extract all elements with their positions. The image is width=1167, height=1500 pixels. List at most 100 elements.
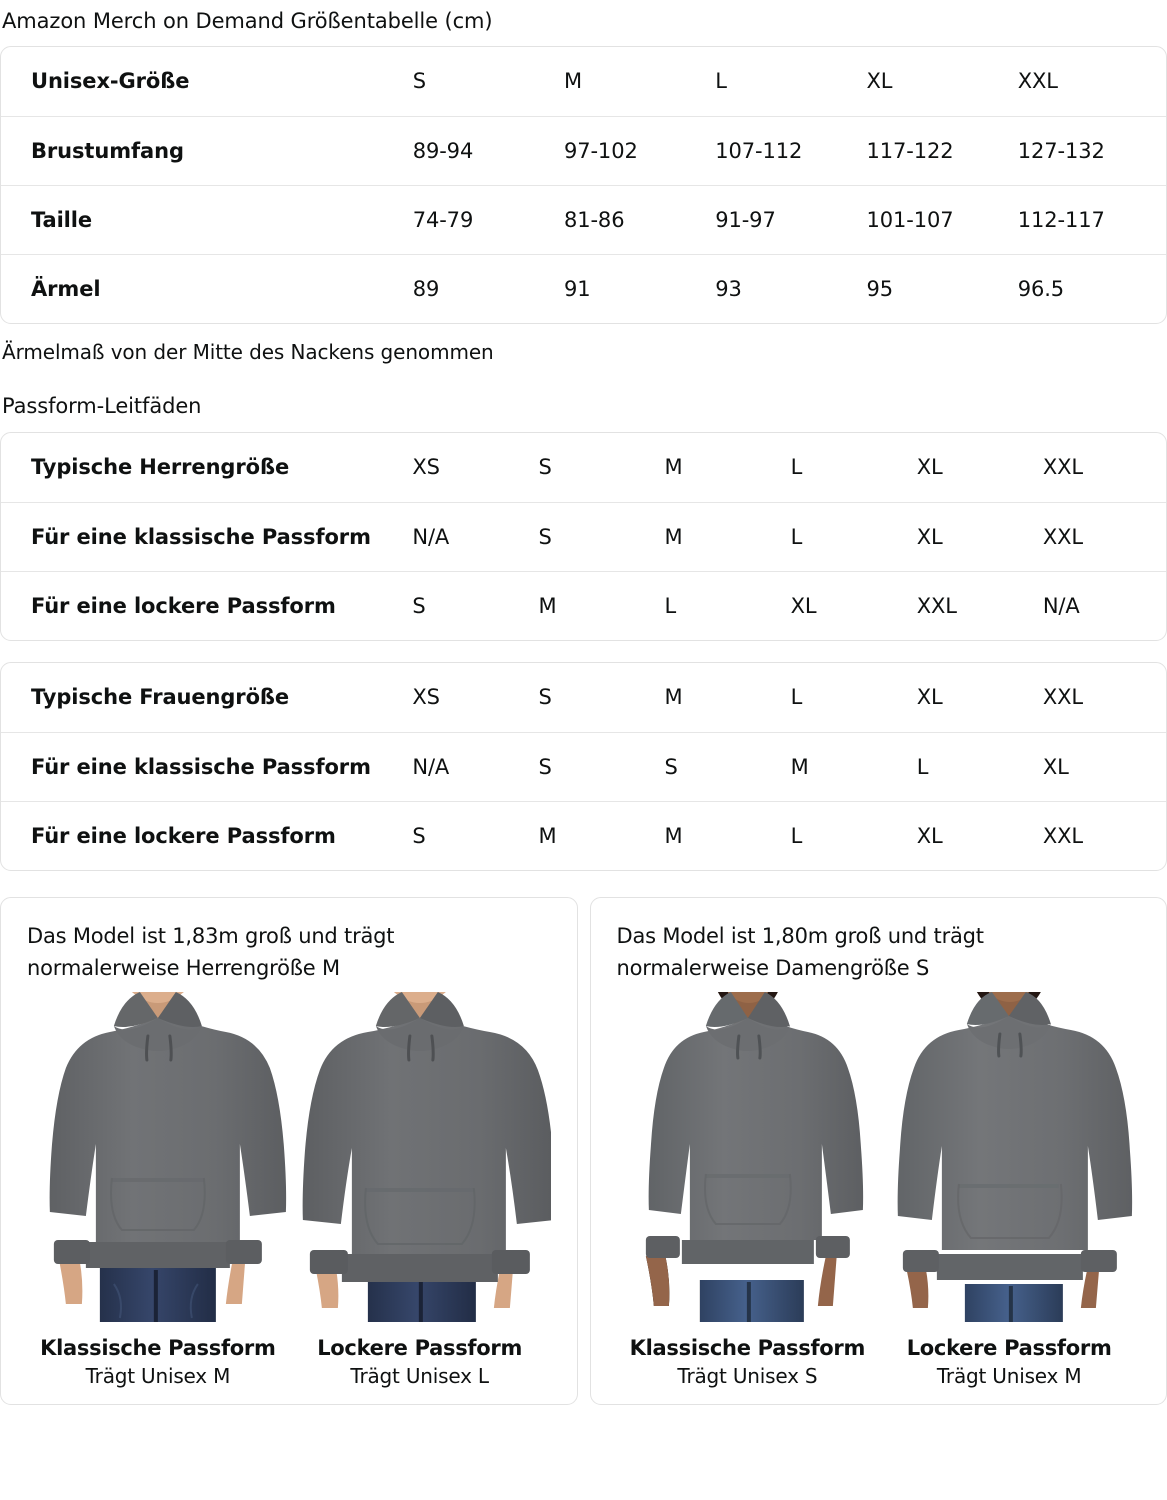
cell: S: [538, 685, 552, 710]
row-label: Für eine lockere Passform: [1, 570, 410, 640]
fit-guides-heading: Passform-Leitfäden: [2, 394, 202, 418]
cell: XXL: [1039, 501, 1166, 571]
cell: L: [790, 455, 803, 480]
figure-male-loose: Lockere Passform Trägt Unisex L: [289, 992, 551, 1388]
cell: 107-112: [712, 115, 864, 185]
cell: L: [913, 731, 1040, 801]
female-classic-fit-hoodie-image: [617, 992, 879, 1322]
cell: M: [664, 685, 683, 710]
cell: L: [715, 69, 727, 94]
figure-row: Klassische Passform Trägt Unisex M: [27, 992, 551, 1388]
figure-male-classic: Klassische Passform Trägt Unisex M: [27, 992, 289, 1388]
mens-fit-table: Typische Herrengröße XS S M L XL XXL Für…: [1, 433, 1166, 640]
row-label: Typische Frauengröße: [31, 685, 290, 710]
cell: 89: [409, 253, 561, 323]
womens-fit-guide-card: Typische Frauengröße XS S M L XL XXL Für…: [0, 662, 1167, 871]
table-row: Unisex-Größe S M L XL XXL: [1, 47, 1166, 116]
cell: XL: [916, 455, 943, 480]
cell: S: [661, 731, 788, 801]
row-label: Ärmel: [1, 253, 410, 323]
fit-label: Klassische Passform: [629, 1336, 866, 1360]
cell: L: [790, 685, 803, 710]
table-row: Für eine lockere Passform S M L XL XXL N…: [1, 570, 1166, 640]
cell: XXL: [913, 570, 1040, 640]
table-row: Ärmel 89 91 93 95 96.5: [1, 253, 1166, 323]
cell: XL: [787, 570, 914, 640]
cell: XL: [866, 69, 893, 94]
table-row: Für eine lockere Passform S M M L XL XXL: [1, 800, 1166, 870]
row-label: Taille: [1, 184, 410, 254]
cell: S: [535, 501, 662, 571]
cell: 101-107: [863, 184, 1015, 254]
size-table: Unisex-Größe S M L XL XXL Brustumfang 89…: [1, 47, 1166, 323]
model-caption: Das Model ist 1,80m groß und trägt norma…: [616, 924, 985, 980]
male-loose-fit-hoodie-image: [289, 992, 551, 1322]
cell: M: [664, 455, 683, 480]
cell: XL: [913, 501, 1040, 571]
mens-model-card: Das Model ist 1,83m groß und trägt norma…: [0, 897, 578, 1405]
table-row: Brustumfang 89-94 97-102 107-112 117-122…: [1, 115, 1166, 185]
cell: M: [787, 731, 914, 801]
table-row: Typische Frauengröße XS S M L XL XXL: [1, 663, 1166, 732]
cell: M: [661, 501, 788, 571]
row-label: Für eine klassische Passform: [1, 501, 410, 571]
table-row: Für eine klassische Passform N/A S S M L…: [1, 731, 1166, 801]
cell: XL: [1039, 731, 1166, 801]
fit-label: Klassische Passform: [40, 1336, 276, 1360]
female-loose-fit-hoodie-image: [878, 992, 1140, 1322]
cell: 81-86: [560, 184, 713, 254]
wears-label: Trägt Unisex L: [350, 1364, 489, 1388]
cell: S: [412, 69, 426, 94]
cell: XS: [412, 455, 440, 480]
model-caption: Das Model ist 1,83m groß und trägt norma…: [27, 924, 395, 980]
cell: 74-79: [409, 184, 561, 254]
cell: M: [535, 800, 662, 870]
mens-fit-guide-card: Typische Herrengröße XS S M L XL XXL Für…: [0, 432, 1167, 641]
cell: 93: [712, 253, 864, 323]
figure-row: Klassische Passform Trägt Unisex S: [617, 992, 1141, 1388]
cell: S: [409, 570, 536, 640]
cell: XL: [916, 685, 943, 710]
cell: N/A: [409, 731, 536, 801]
cell: S: [409, 800, 536, 870]
cell: XL: [913, 800, 1040, 870]
fit-label: Lockere Passform: [317, 1336, 523, 1360]
row-label: Brustumfang: [1, 115, 410, 185]
row-label: Typische Herrengröße: [31, 455, 290, 480]
cell: S: [538, 455, 552, 480]
page-title: Amazon Merch on Demand Größentabelle (cm…: [2, 9, 493, 33]
cell: XXL: [1042, 685, 1083, 710]
cell: M: [563, 69, 582, 94]
cell: XXL: [1042, 455, 1083, 480]
cell: N/A: [409, 501, 536, 571]
row-label: Für eine klassische Passform: [1, 731, 410, 801]
cell: 112-117: [1014, 184, 1166, 254]
cell: 127-132: [1014, 115, 1166, 185]
cell: L: [787, 501, 914, 571]
row-label: Für eine lockere Passform: [1, 800, 410, 870]
cell: 91: [560, 253, 713, 323]
cell: 95: [863, 253, 1015, 323]
table-row: Taille 74-79 81-86 91-97 101-107 112-117: [1, 184, 1166, 254]
figure-female-loose: Lockere Passform Trägt Unisex M: [878, 992, 1140, 1388]
cell: L: [787, 800, 914, 870]
cell: 117-122: [863, 115, 1015, 185]
table-row: Typische Herrengröße XS S M L XL XXL: [1, 433, 1166, 502]
womens-fit-table: Typische Frauengröße XS S M L XL XXL Für…: [1, 663, 1166, 870]
figure-female-classic: Klassische Passform Trägt Unisex S: [617, 992, 879, 1388]
wears-label: Trägt Unisex S: [677, 1364, 818, 1388]
table-row: Für eine klassische Passform N/A S M L X…: [1, 501, 1166, 571]
fit-label: Lockere Passform: [906, 1336, 1112, 1360]
cell: XS: [412, 685, 440, 710]
cell: 91-97: [712, 184, 864, 254]
cell: S: [535, 731, 662, 801]
model-cards: Das Model ist 1,83m groß und trägt norma…: [0, 897, 1167, 1405]
size-table-card: Unisex-Größe S M L XL XXL Brustumfang 89…: [0, 46, 1167, 324]
cell: L: [661, 570, 788, 640]
cell: N/A: [1039, 570, 1166, 640]
sleeve-measurement-note: Ärmelmaß von der Mitte des Nackens genom…: [2, 340, 494, 364]
wears-label: Trägt Unisex M: [936, 1364, 1082, 1388]
table-gap: [0, 641, 1167, 662]
cell: M: [661, 800, 788, 870]
